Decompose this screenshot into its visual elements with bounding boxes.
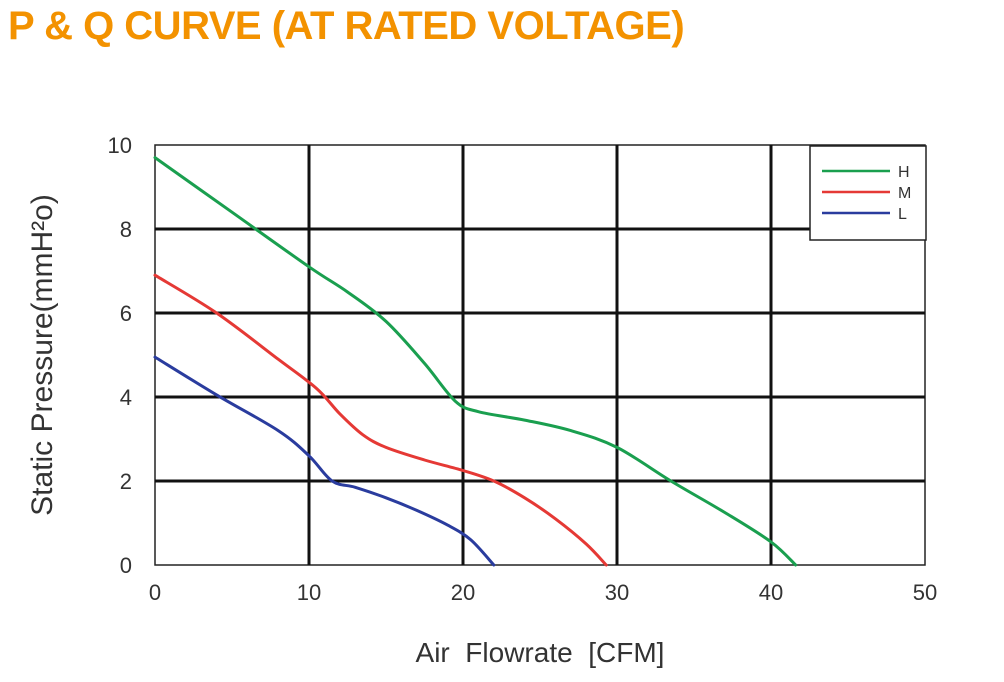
x-tick-label: 10 bbox=[297, 580, 321, 605]
x-tick-label: 40 bbox=[759, 580, 783, 605]
series-line-h bbox=[153, 156, 798, 567]
y-tick-label: 4 bbox=[120, 385, 132, 410]
x-tick-label: 50 bbox=[913, 580, 937, 605]
y-axis-label: Static Pressure(mmH²o) bbox=[26, 194, 59, 516]
y-tick-label: 10 bbox=[108, 133, 132, 158]
legend-label-m: M bbox=[898, 185, 911, 202]
y-tick-label: 6 bbox=[120, 301, 132, 326]
x-tick-label: 20 bbox=[451, 580, 475, 605]
y-tick-label: 8 bbox=[120, 217, 132, 242]
chart-title: P & Q CURVE (AT RATED VOLTAGE) bbox=[8, 4, 685, 48]
y-tick-label: 0 bbox=[120, 553, 132, 578]
plot-frame bbox=[154, 144, 926, 566]
series-line-m bbox=[153, 273, 608, 567]
x-tick-label: 30 bbox=[605, 580, 629, 605]
y-tick-label: 2 bbox=[120, 469, 132, 494]
legend-label-l: L bbox=[898, 206, 907, 223]
legend-label-h: H bbox=[898, 164, 910, 181]
series-line-l bbox=[153, 355, 496, 567]
x-tick-label: 0 bbox=[149, 580, 161, 605]
x-axis-label: Air Flowrate [CFM] bbox=[416, 637, 665, 668]
